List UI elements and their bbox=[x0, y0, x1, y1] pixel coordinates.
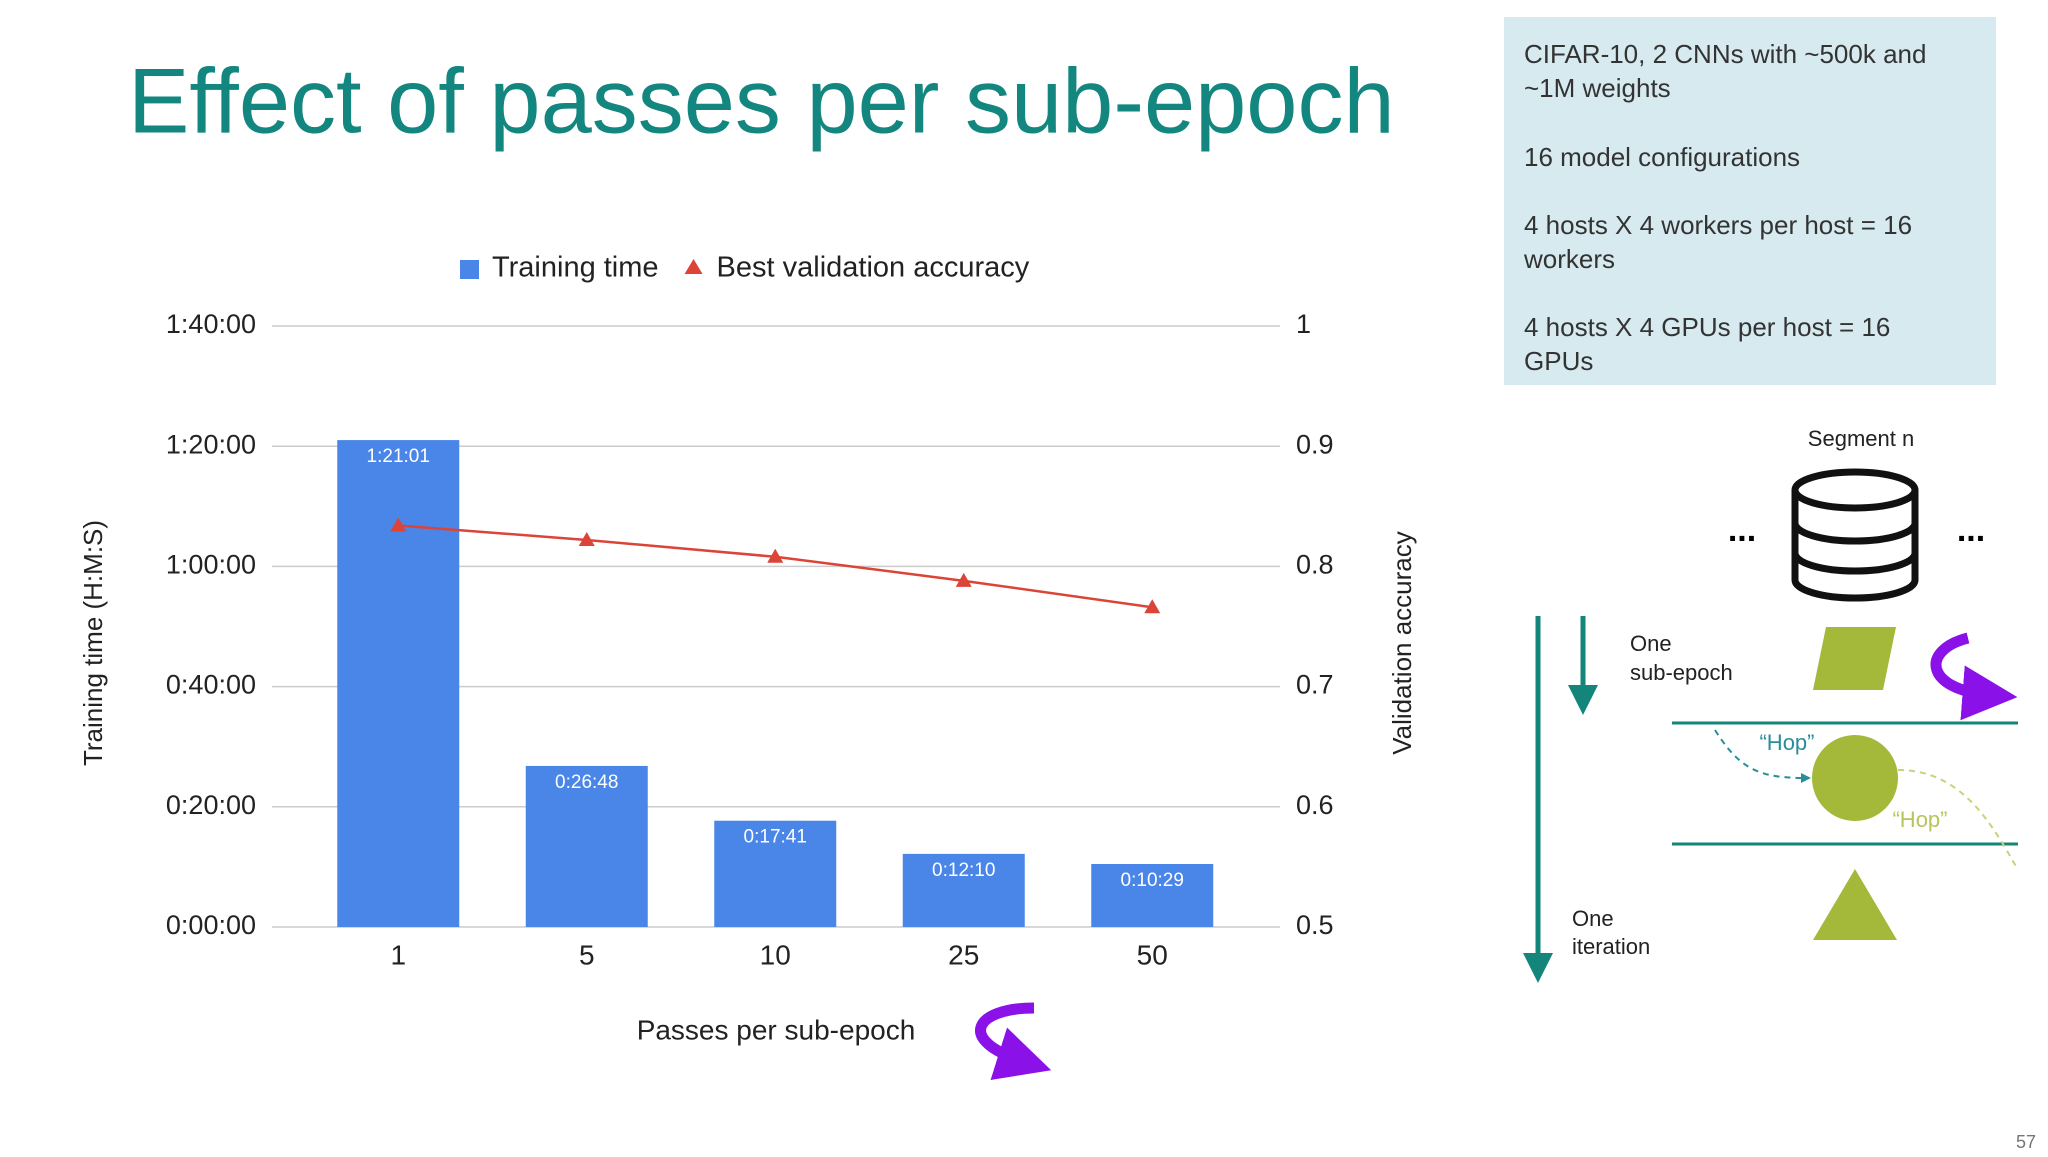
y2-axis-title: Validation accuracy bbox=[1387, 531, 1417, 755]
x-tick-label: 50 bbox=[1137, 939, 1168, 970]
x-tick-label: 1 bbox=[390, 939, 406, 970]
bar bbox=[1091, 863, 1214, 927]
legend-swatch bbox=[460, 260, 479, 279]
rotate-icon bbox=[1930, 632, 2018, 721]
info-box bbox=[1504, 17, 1996, 385]
bar-value-label: 0:17:41 bbox=[744, 827, 807, 848]
line-marker bbox=[390, 517, 407, 532]
y2-tick-label: 0.8 bbox=[1296, 550, 1334, 580]
info-text: CIFAR-10, 2 CNNs with ~500k and ~1M weigh… bbox=[1523, 39, 1926, 376]
bar-value-label: 0:12:10 bbox=[932, 860, 995, 881]
dots-left: ... bbox=[1728, 511, 1756, 549]
info-line: 4 hosts X 4 workers per host = 16 bbox=[1524, 210, 1912, 240]
line-marker bbox=[767, 548, 784, 563]
chart: 0:00:00 0:20:00 0:40:00 1:00:00 1:20:00 1:40:… bbox=[78, 252, 1417, 1046]
y2-tick-label: 1 bbox=[1296, 309, 1311, 339]
sub-epoch-label: sub-epoch bbox=[1630, 660, 1733, 685]
legend-swatch bbox=[684, 259, 703, 274]
x-tick-label: 5 bbox=[579, 939, 595, 970]
segment-label: Segment n bbox=[1808, 426, 1914, 451]
info-line: 16 model configurations bbox=[1524, 142, 1800, 172]
triangle bbox=[1813, 869, 1897, 940]
bar bbox=[337, 440, 460, 927]
y-axis-title: Training time (H:M:S) bbox=[78, 520, 108, 766]
info-line: ~1M weights bbox=[1524, 73, 1671, 103]
info-line: 4 hosts X 4 GPUs per host = 16 bbox=[1524, 312, 1890, 342]
slide-title: Effect of passes per sub-epoch bbox=[128, 50, 1395, 152]
y-tick-label: 1:40:00 bbox=[166, 309, 256, 339]
iteration-label: One bbox=[1572, 906, 1614, 931]
bar bbox=[902, 853, 1025, 927]
legend-label: Best validation accuracy bbox=[717, 252, 1030, 284]
parallelogram bbox=[1813, 627, 1896, 690]
dots-right: ... bbox=[1957, 511, 1985, 549]
x-tick-label: 25 bbox=[948, 939, 979, 970]
hop-label: “Hop” bbox=[1892, 807, 1947, 832]
y-tick-label: 1:00:00 bbox=[166, 550, 256, 580]
y2-tick-label: 0.7 bbox=[1296, 670, 1334, 700]
info-line: CIFAR-10, 2 CNNs with ~500k and bbox=[1524, 39, 1926, 69]
line-marker bbox=[1144, 599, 1161, 614]
bar bbox=[525, 765, 648, 927]
legend-label: Training time bbox=[492, 252, 659, 284]
info-line: workers bbox=[1523, 244, 1615, 274]
y-tick-label: 0:00:00 bbox=[166, 910, 256, 940]
y2-tick-label: 0.5 bbox=[1296, 910, 1334, 940]
y2-tick-label: 0.6 bbox=[1296, 790, 1334, 820]
page-number: 57 bbox=[2016, 1132, 2036, 1152]
database-icon bbox=[1791, 468, 1919, 602]
bar-value-label: 0:10:29 bbox=[1121, 870, 1184, 891]
y-tick-label: 0:40:00 bbox=[166, 670, 256, 700]
rotate-icon bbox=[975, 1002, 1052, 1080]
y-tick-label: 1:20:00 bbox=[166, 429, 256, 459]
line-marker bbox=[955, 572, 972, 587]
y-tick-label: 0:20:00 bbox=[166, 790, 256, 820]
hop-path bbox=[1897, 769, 2019, 871]
line-marker bbox=[578, 531, 595, 546]
info-line: GPUs bbox=[1524, 346, 1593, 376]
hop-label: “Hop” bbox=[1759, 730, 1814, 755]
x-tick-label: 10 bbox=[760, 939, 791, 970]
bar bbox=[714, 820, 837, 927]
iteration-label: iteration bbox=[1572, 934, 1650, 959]
hop-path bbox=[1714, 729, 1811, 783]
bar-value-label: 0:26:48 bbox=[555, 772, 618, 793]
circle bbox=[1812, 735, 1898, 821]
y2-tick-label: 0.9 bbox=[1296, 429, 1334, 459]
sub-epoch-label: One bbox=[1630, 631, 1672, 656]
bar-value-label: 1:21:01 bbox=[367, 446, 430, 467]
x-axis-title: Passes per sub-epoch bbox=[637, 1014, 916, 1045]
